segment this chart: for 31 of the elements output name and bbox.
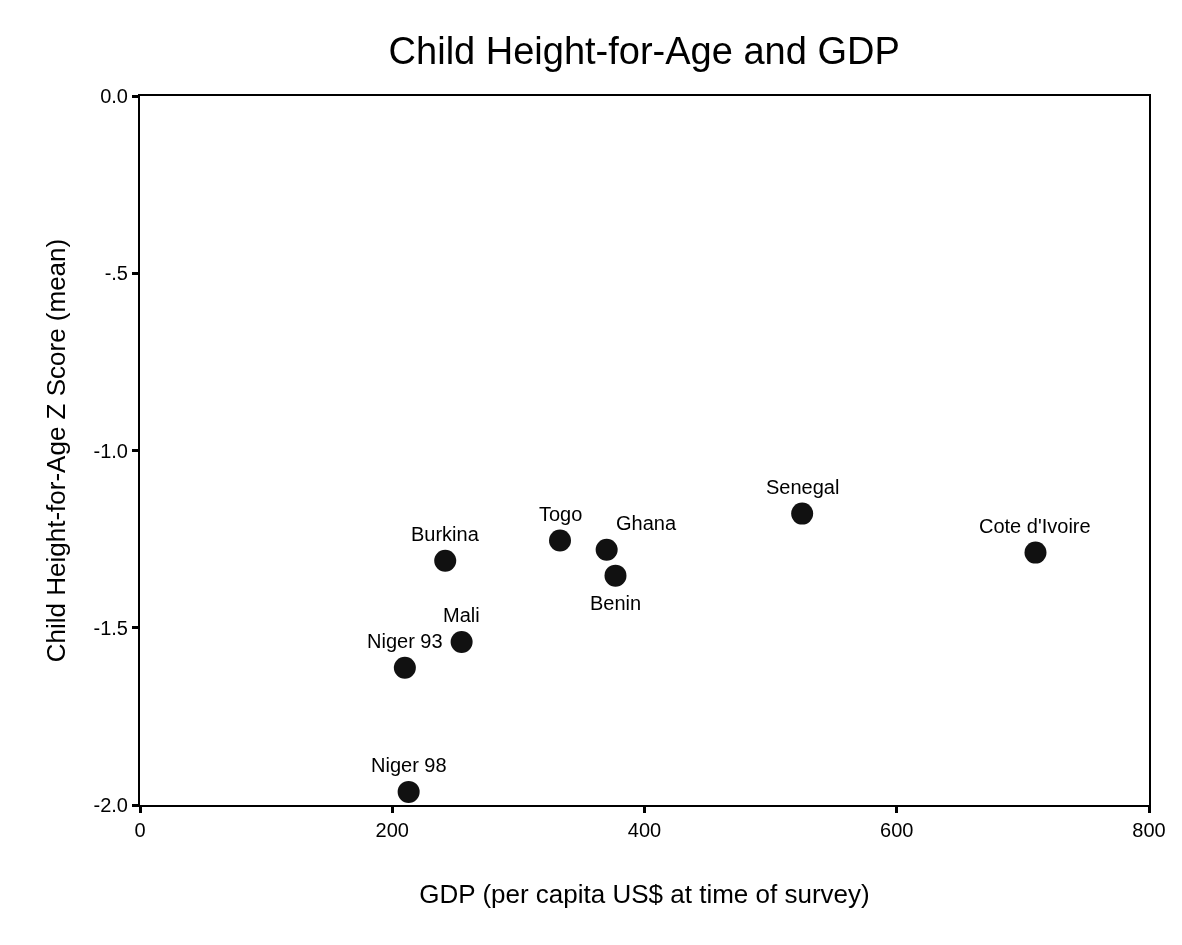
x-tick-label: 200	[375, 819, 409, 841]
y-tick-label: -.5	[104, 262, 128, 285]
annotation: Mali	[443, 604, 480, 626]
annotation: Niger 93	[367, 630, 443, 652]
y-tick-label: -2.0	[93, 794, 128, 816]
x-tick-label: 600	[880, 819, 914, 841]
annotation: Cote d'Ivoire	[979, 515, 1091, 537]
y-tick-label: -1.0	[93, 439, 128, 462]
point	[393, 656, 416, 679]
point	[450, 630, 473, 653]
point	[604, 564, 627, 587]
y-axis-title: Child Height-for-Age Z Score (mean)	[41, 238, 72, 663]
annotation: Togo	[539, 503, 583, 525]
annotation: Niger 98	[371, 754, 447, 776]
y-tick-label: 0.0	[100, 85, 128, 107]
point	[434, 549, 457, 572]
annotation: Ghana	[616, 512, 677, 534]
annotation: Senegal	[766, 476, 840, 498]
y-tick-label: -1.5	[93, 616, 128, 639]
point	[397, 780, 420, 803]
point	[791, 502, 814, 525]
x-tick-label: 400	[627, 819, 662, 841]
point	[595, 538, 618, 561]
x-tick-label: 0	[134, 819, 146, 841]
annotation: Burkina	[411, 523, 480, 545]
x-axis-title: GDP (per capita US$ at time of survey)	[419, 879, 870, 910]
point	[549, 529, 571, 552]
point	[1024, 541, 1047, 564]
chart-title: Child Height-for-Age and GDP	[388, 30, 900, 73]
annotation: Benin	[590, 592, 642, 614]
x-tick-label: 800	[1132, 819, 1166, 841]
